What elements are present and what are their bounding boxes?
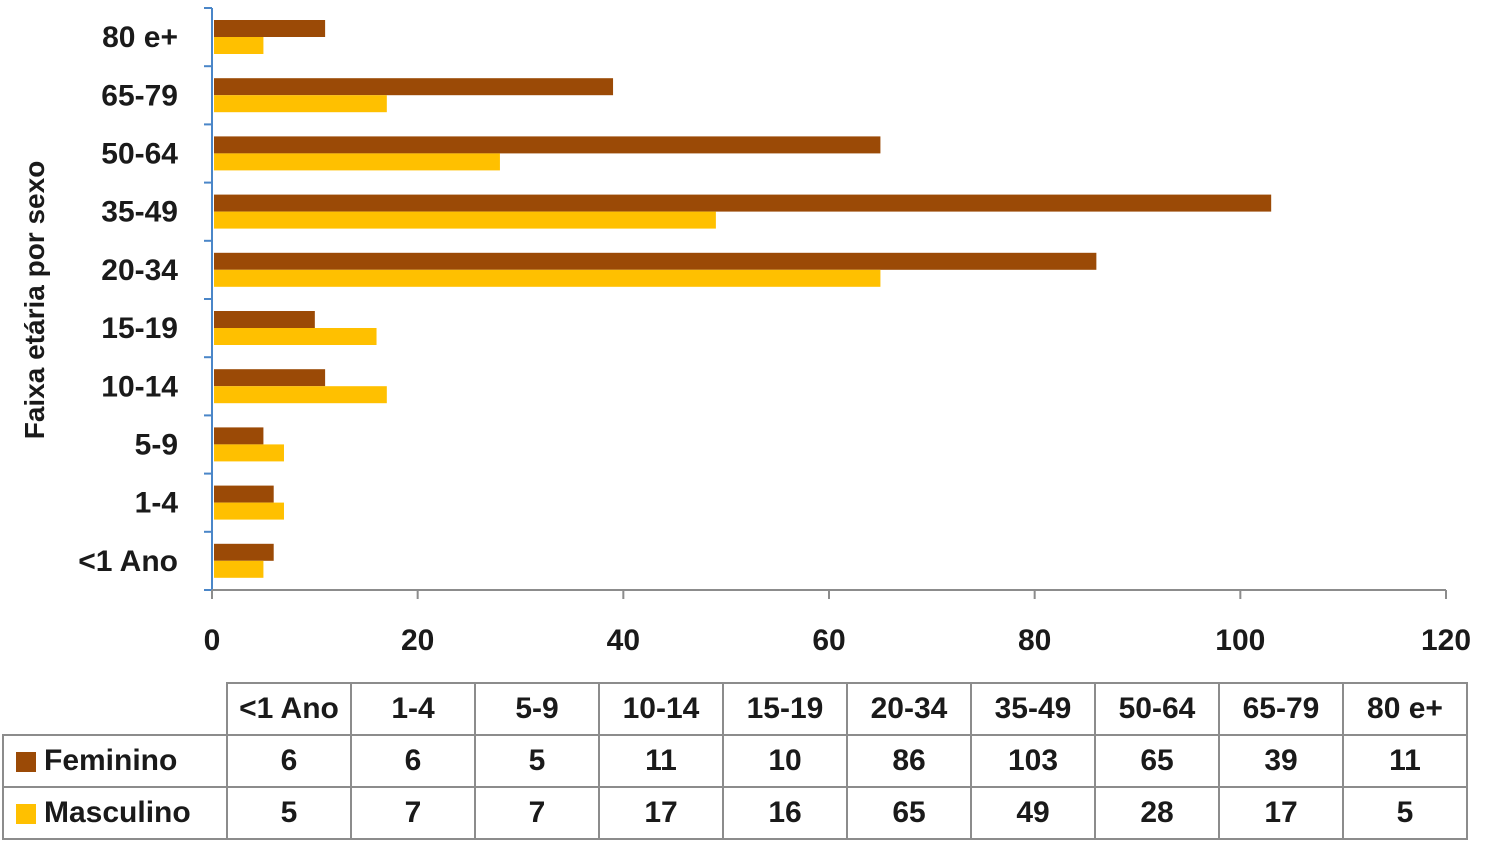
table-header-cell: 50-64 bbox=[1094, 682, 1220, 736]
x-tick-label: 100 bbox=[1215, 624, 1265, 657]
bar-masculino-8 bbox=[214, 95, 387, 113]
table-cell: 17 bbox=[1218, 786, 1344, 840]
bar-masculino-0 bbox=[214, 560, 264, 578]
table-header-cell: 20-34 bbox=[846, 682, 972, 736]
table-corner bbox=[3, 683, 227, 735]
series-label-feminino: Feminino bbox=[2, 734, 228, 788]
table-cell: 6 bbox=[226, 734, 352, 788]
y-tick-label: 1-4 bbox=[135, 487, 179, 520]
y-tick-label: 20-34 bbox=[101, 254, 178, 287]
bar-masculino-7 bbox=[214, 153, 500, 171]
table-cell: 39 bbox=[1218, 734, 1344, 788]
table-header-cell: <1 Ano bbox=[226, 682, 352, 736]
table-cell: 17 bbox=[598, 786, 724, 840]
x-tick-label: 40 bbox=[607, 624, 640, 657]
table-header-cell: 5-9 bbox=[474, 682, 600, 736]
table-header-cell: 15-19 bbox=[722, 682, 848, 736]
table-cell: 65 bbox=[846, 786, 972, 840]
table-cell: 65 bbox=[1094, 734, 1220, 788]
bar-feminino-6 bbox=[214, 194, 1272, 212]
y-tick-label: 50-64 bbox=[101, 138, 178, 171]
table-cell: 28 bbox=[1094, 786, 1220, 840]
bar-feminino-8 bbox=[214, 78, 614, 96]
table-header-cell: 10-14 bbox=[598, 682, 724, 736]
table-cell: 5 bbox=[226, 786, 352, 840]
table-cell: 103 bbox=[970, 734, 1096, 788]
x-tick-label: 60 bbox=[812, 624, 845, 657]
table-row-feminino: Feminino 6 6 5 11 10 86 103 65 39 11 bbox=[2, 734, 1468, 788]
bar-feminino-4 bbox=[214, 311, 315, 328]
bar-masculino-9 bbox=[214, 37, 264, 54]
x-tick-label: 20 bbox=[401, 624, 434, 657]
bar-feminino-9 bbox=[214, 20, 326, 37]
bar-feminino-1 bbox=[214, 485, 274, 503]
bar-masculino-1 bbox=[214, 502, 284, 520]
y-tick-label: 35-49 bbox=[101, 196, 178, 229]
bar-feminino-5 bbox=[214, 252, 1097, 270]
table-cell: 6 bbox=[350, 734, 476, 788]
table-cell: 10 bbox=[722, 734, 848, 788]
table-cell: 7 bbox=[474, 786, 600, 840]
x-tick-label: 0 bbox=[204, 624, 221, 657]
table-cell: 49 bbox=[970, 786, 1096, 840]
bar-masculino-5 bbox=[214, 269, 881, 287]
bar-chart: <1 Ano 1-4 5-9 10-14 15-19 20-34 35-49 50-64 65-… bbox=[19, 7, 1471, 657]
y-tick-label: <1 Ano bbox=[78, 545, 178, 578]
bars-group bbox=[214, 20, 1272, 578]
table-header-cell: 80 e+ bbox=[1342, 682, 1468, 736]
legend-key-feminino bbox=[16, 752, 36, 772]
x-tick-label: 80 bbox=[1018, 624, 1051, 657]
table-cell: 11 bbox=[1342, 734, 1468, 788]
table-cell: 16 bbox=[722, 786, 848, 840]
table-header-cell: 35-49 bbox=[970, 682, 1096, 736]
x-tick-label: 120 bbox=[1421, 624, 1471, 657]
y-tick-label: 15-19 bbox=[101, 312, 178, 345]
data-table: <1 Ano 1-4 5-9 10-14 15-19 20-34 35-49 50-64 65-… bbox=[2, 682, 1468, 840]
series-label-masculino: Masculino bbox=[2, 786, 228, 840]
legend-key-masculino bbox=[16, 804, 36, 824]
table-cell: 11 bbox=[598, 734, 724, 788]
table-cell: 5 bbox=[1342, 786, 1468, 840]
table-cell: 7 bbox=[350, 786, 476, 840]
bar-masculino-4 bbox=[214, 328, 377, 345]
y-tick-label: 65-79 bbox=[101, 79, 178, 112]
bar-feminino-0 bbox=[214, 543, 274, 561]
axes-group: <1 Ano 1-4 5-9 10-14 15-19 20-34 35-49 50-64 65-… bbox=[78, 7, 1471, 657]
table-header-row: <1 Ano 1-4 5-9 10-14 15-19 20-34 35-49 50-64 65-… bbox=[3, 682, 1468, 736]
bar-feminino-7 bbox=[214, 136, 881, 154]
y-tick-label: 80 e+ bbox=[102, 21, 178, 54]
bar-masculino-2 bbox=[214, 444, 284, 462]
y-tick-label: 5-9 bbox=[135, 429, 178, 462]
y-tick-label: 10-14 bbox=[101, 370, 178, 403]
bar-masculino-3 bbox=[214, 386, 387, 404]
bar-feminino-2 bbox=[214, 427, 264, 445]
table-header-cell: 65-79 bbox=[1218, 682, 1344, 736]
table-header-cell: 1-4 bbox=[350, 682, 476, 736]
table-cell: 5 bbox=[474, 734, 600, 788]
bar-feminino-3 bbox=[214, 369, 326, 387]
y-axis-label: Faixa etária por sexo bbox=[19, 161, 50, 440]
bar-masculino-6 bbox=[214, 211, 716, 229]
table-cell: 86 bbox=[846, 734, 972, 788]
table-row-masculino: Masculino 5 7 7 17 16 65 49 28 17 5 bbox=[2, 786, 1468, 840]
